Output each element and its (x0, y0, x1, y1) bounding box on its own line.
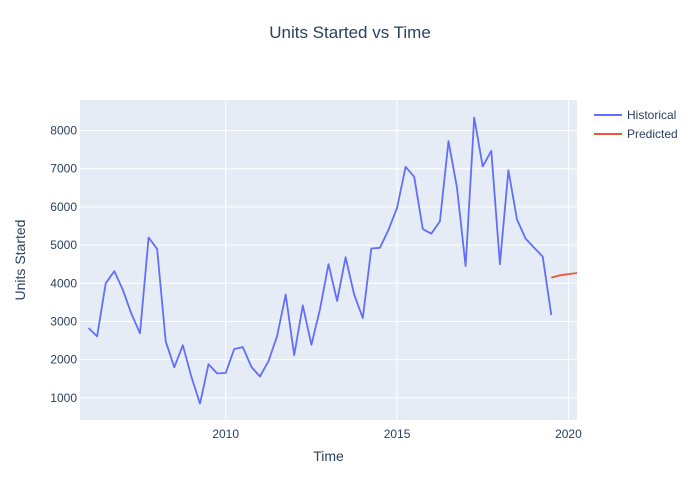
y-tick-labels: 1000 2000 3000 4000 5000 6000 7000 8000 (50, 124, 77, 405)
y-tick-label: 2000 (50, 353, 77, 367)
y-tick-label: 6000 (50, 200, 77, 214)
y-tick-label: 1000 (50, 391, 77, 405)
legend-item-predicted[interactable]: Predicted (594, 127, 678, 141)
y-tick-label: 3000 (50, 314, 77, 328)
x-tick-labels: 2010 2015 2020 (212, 427, 582, 441)
legend-label-historical: Historical (627, 108, 676, 122)
chart-title: Units Started vs Time (269, 23, 431, 42)
x-tick-label: 2020 (555, 427, 582, 441)
series-line-predicted (551, 272, 578, 279)
x-tick-label: 2010 (212, 427, 239, 441)
x-gridlines (225, 100, 569, 420)
series-layer (87, 116, 578, 405)
y-gridlines (80, 130, 577, 399)
x-axis-title: Time (313, 448, 344, 464)
y-tick-label: 7000 (50, 162, 77, 176)
y-tick-label: 4000 (50, 276, 77, 290)
y-tick-label: 8000 (50, 124, 77, 138)
y-axis-title: Units Started (12, 220, 28, 301)
series-line-historical (87, 116, 553, 405)
x-tick-label: 2015 (384, 427, 411, 441)
legend-item-historical[interactable]: Historical (594, 108, 676, 122)
plot-area (80, 100, 577, 420)
legend[interactable]: Historical Predicted (594, 108, 678, 141)
y-tick-label: 5000 (50, 238, 77, 252)
legend-label-predicted: Predicted (627, 127, 678, 141)
